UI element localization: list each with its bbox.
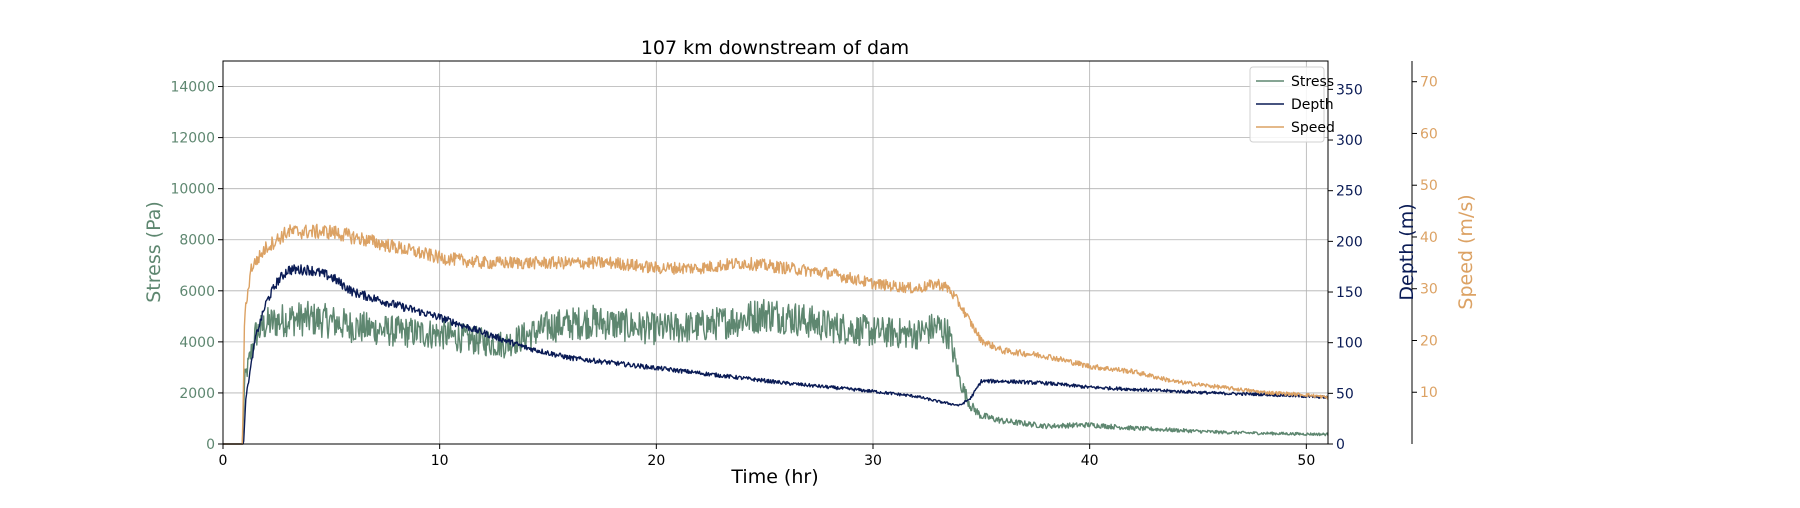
speed-tick-label: 70 bbox=[1420, 75, 1438, 91]
x-tick-label: 30 bbox=[864, 453, 882, 469]
speed-tick-label: 50 bbox=[1420, 178, 1438, 194]
grid-lines bbox=[222, 61, 1328, 445]
depth-tick-label: 100 bbox=[1336, 336, 1363, 352]
stress-tick-label: 14000 bbox=[170, 80, 215, 96]
speed-tick-label: 60 bbox=[1420, 126, 1438, 142]
stress-tick-label: 2000 bbox=[179, 386, 215, 402]
legend: Stress Depth Speed bbox=[1249, 66, 1335, 143]
depth-tick-label: 300 bbox=[1336, 133, 1363, 149]
speed-tick-label: 40 bbox=[1420, 230, 1438, 246]
y-axis-speed: 10 20 30 40 50 60 70 bbox=[1411, 61, 1438, 444]
depth-tick-label: 250 bbox=[1336, 184, 1363, 200]
x-tick-label: 50 bbox=[1297, 453, 1315, 469]
series-line-speed bbox=[222, 223, 1329, 445]
x-tick-label: 40 bbox=[1081, 453, 1099, 469]
depth-tick-label: 50 bbox=[1336, 386, 1354, 402]
plot-frame bbox=[222, 60, 1329, 445]
legend-box bbox=[1249, 66, 1325, 143]
depth-tick-label: 200 bbox=[1336, 234, 1363, 250]
x-axis-label: Time (hr) bbox=[730, 466, 818, 488]
stress-tick-label: 6000 bbox=[179, 284, 215, 300]
series-line-depth bbox=[222, 264, 1329, 445]
stress-tick-label: 0 bbox=[206, 437, 215, 453]
x-tick-label: 0 bbox=[219, 453, 228, 469]
y-axis-stress: 0 2000 4000 6000 8000 10000 12000 14000 bbox=[170, 80, 223, 453]
depth-tick-label: 0 bbox=[1336, 437, 1345, 453]
series-line-stress bbox=[222, 298, 1329, 445]
series-layer bbox=[222, 223, 1329, 445]
speed-tick-label: 20 bbox=[1420, 333, 1438, 349]
chart-title: 107 km downstream of dam bbox=[641, 37, 909, 59]
depth-tick-label: 150 bbox=[1336, 285, 1363, 301]
speed-tick-label: 10 bbox=[1420, 385, 1438, 401]
legend-label-stress: Stress bbox=[1291, 74, 1334, 90]
legend-label-depth: Depth bbox=[1291, 97, 1334, 113]
stress-tick-label: 10000 bbox=[170, 182, 215, 198]
stress-tick-label: 4000 bbox=[179, 335, 215, 351]
y-axis-depth: 0 50 100 150 200 250 300 350 bbox=[1328, 82, 1363, 453]
y-axis-label-stress: Stress (Pa) bbox=[143, 201, 165, 303]
depth-tick-label: 350 bbox=[1336, 82, 1363, 98]
legend-label-speed: Speed bbox=[1291, 120, 1335, 136]
x-tick-label: 10 bbox=[431, 453, 449, 469]
y-axis-label-depth: Depth (m) bbox=[1396, 203, 1418, 300]
speed-tick-label: 30 bbox=[1420, 282, 1438, 298]
stress-tick-label: 8000 bbox=[179, 233, 215, 249]
x-tick-label: 20 bbox=[647, 453, 665, 469]
stress-tick-label: 12000 bbox=[170, 131, 215, 147]
x-axis: 0 10 20 30 40 50 bbox=[219, 444, 1315, 469]
y-axis-label-speed: Speed (m/s) bbox=[1455, 194, 1477, 309]
